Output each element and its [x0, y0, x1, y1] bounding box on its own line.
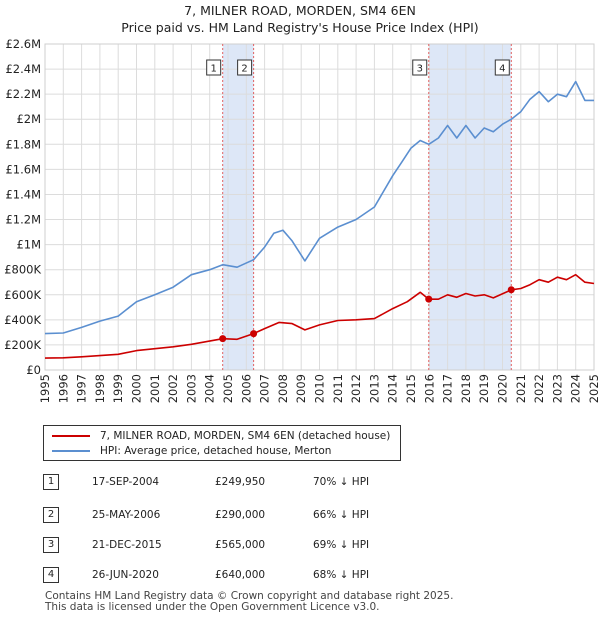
x-tick-label: 2019 [477, 374, 491, 403]
x-tick-label: 2016 [422, 374, 436, 403]
y-tick-label: £600K [4, 288, 41, 302]
x-tick-label: 2017 [441, 374, 455, 403]
x-tick-label: 2004 [203, 374, 217, 403]
shaded-span [222, 44, 254, 370]
x-tick-label: 2013 [367, 374, 381, 403]
chart-title: 7, MILNER ROAD, MORDEN, SM4 6EN [184, 3, 416, 18]
x-tick-label: 2022 [532, 374, 546, 403]
x-tick-label: 2000 [130, 374, 144, 403]
sale-number-badge: 1 [43, 474, 59, 490]
legend-hpi-label: HPI: Average price, detached house, Mert… [100, 445, 332, 457]
sale-number-badge: 4 [43, 567, 59, 583]
sale-number-badge: 3 [43, 537, 59, 553]
sale-date: 26-JUN-2020 [92, 569, 159, 581]
hpi-series-line [44, 80, 594, 335]
y-tick-label: £2.6M [5, 37, 41, 51]
x-tick-label: 2008 [276, 374, 290, 403]
y-tick-label: £0 [26, 363, 41, 377]
x-tick-label: 2018 [459, 374, 473, 403]
sale-price: £565,000 [215, 539, 266, 551]
sale-price: £640,000 [215, 569, 266, 581]
y-tick-label: £1M [16, 238, 41, 252]
price-chart: £0 £200K £400K £600K £800K £1M £1.2M £1.4M £1.6M… [4, 37, 600, 403]
sale-point [219, 335, 227, 343]
sale-date: 21-DEC-2015 [92, 539, 162, 551]
y-tick-label: £1.8M [5, 137, 41, 151]
sale-marker-label: 1 [211, 64, 217, 75]
y-tick-label: £1.2M [5, 213, 41, 227]
chart-legend: 7, MILNER ROAD, MORDEN, SM4 6EN (detache… [43, 425, 401, 461]
sale-marker-box [237, 59, 253, 76]
x-tick-label: 2021 [514, 374, 528, 403]
sale-hpi-diff: 68% ↓ HPI [313, 569, 370, 581]
sale-marker-label: 3 [417, 64, 423, 75]
x-tick-label: 1995 [38, 374, 52, 403]
y-tick-label: £2.4M [5, 62, 41, 76]
y-tick-label: £800K [4, 263, 41, 277]
x-tick-label: 1996 [56, 374, 70, 403]
sale-marker-box [494, 59, 510, 76]
chart-subtitle: Price paid vs. HM Land Registry's House … [121, 20, 479, 35]
sale-price: £249,950 [215, 476, 266, 488]
legend-price-label: 7, MILNER ROAD, MORDEN, SM4 6EN (detache… [100, 430, 391, 442]
y-tick-label: £1.6M [5, 162, 41, 176]
shaded-span [428, 44, 512, 370]
sale-marker-box [206, 59, 222, 76]
legend-price-swatch [52, 435, 90, 437]
plot-frame [44, 43, 595, 371]
x-tick-label: 2003 [184, 374, 198, 403]
x-tick-label: 2012 [349, 374, 363, 403]
x-tick-label: 2002 [166, 374, 180, 403]
x-tick-label: 2014 [386, 374, 400, 403]
x-tick-label: 2009 [294, 374, 308, 403]
sale-hpi-diff: 66% ↓ HPI [313, 509, 370, 521]
y-tick-label: £2.2M [5, 87, 41, 101]
footer-license: This data is licensed under the Open Gov… [45, 601, 380, 613]
sale-marker-label: 2 [241, 64, 247, 75]
sale-point [507, 286, 515, 294]
sale-point [250, 330, 258, 338]
x-tick-label: 1998 [93, 374, 107, 403]
x-tick-label: 2020 [496, 374, 510, 403]
sale-point [425, 295, 433, 303]
x-tick-label: 2023 [550, 374, 564, 403]
sale-number-badge: 2 [43, 507, 59, 523]
legend-item-price: 7, MILNER ROAD, MORDEN, SM4 6EN (detache… [52, 429, 392, 443]
x-tick-label: 2024 [569, 374, 583, 403]
sale-date: 25-MAY-2006 [92, 509, 161, 521]
price-series-line [44, 273, 595, 359]
sale-price: £290,000 [215, 509, 266, 521]
sale-marker-label: 4 [499, 64, 505, 75]
sale-marker-box [412, 59, 428, 76]
y-tick-label: £2M [16, 112, 41, 126]
x-tick-label: 2005 [221, 374, 235, 403]
x-tick-label: 2006 [239, 374, 253, 403]
x-tick-label: 2007 [258, 374, 272, 403]
y-tick-label: £200K [4, 338, 41, 352]
sale-hpi-diff: 69% ↓ HPI [313, 539, 370, 551]
sale-date: 17-SEP-2004 [92, 476, 160, 488]
y-tick-label: £1.4M [5, 187, 41, 201]
legend-hpi-swatch [52, 450, 90, 452]
sale-hpi-diff: 70% ↓ HPI [313, 476, 370, 488]
x-tick-label: 2001 [148, 374, 162, 403]
x-tick-label: 2010 [313, 374, 327, 403]
legend-item-hpi: HPI: Average price, detached house, Mert… [52, 444, 392, 458]
x-tick-label: 2025 [587, 374, 600, 403]
footer-copyright: Contains HM Land Registry data © Crown c… [45, 590, 454, 602]
x-tick-label: 2011 [331, 374, 345, 403]
x-tick-label: 2015 [404, 374, 418, 403]
y-tick-label: £400K [4, 313, 41, 327]
x-tick-label: 1999 [111, 374, 125, 403]
x-tick-label: 1997 [75, 374, 89, 403]
